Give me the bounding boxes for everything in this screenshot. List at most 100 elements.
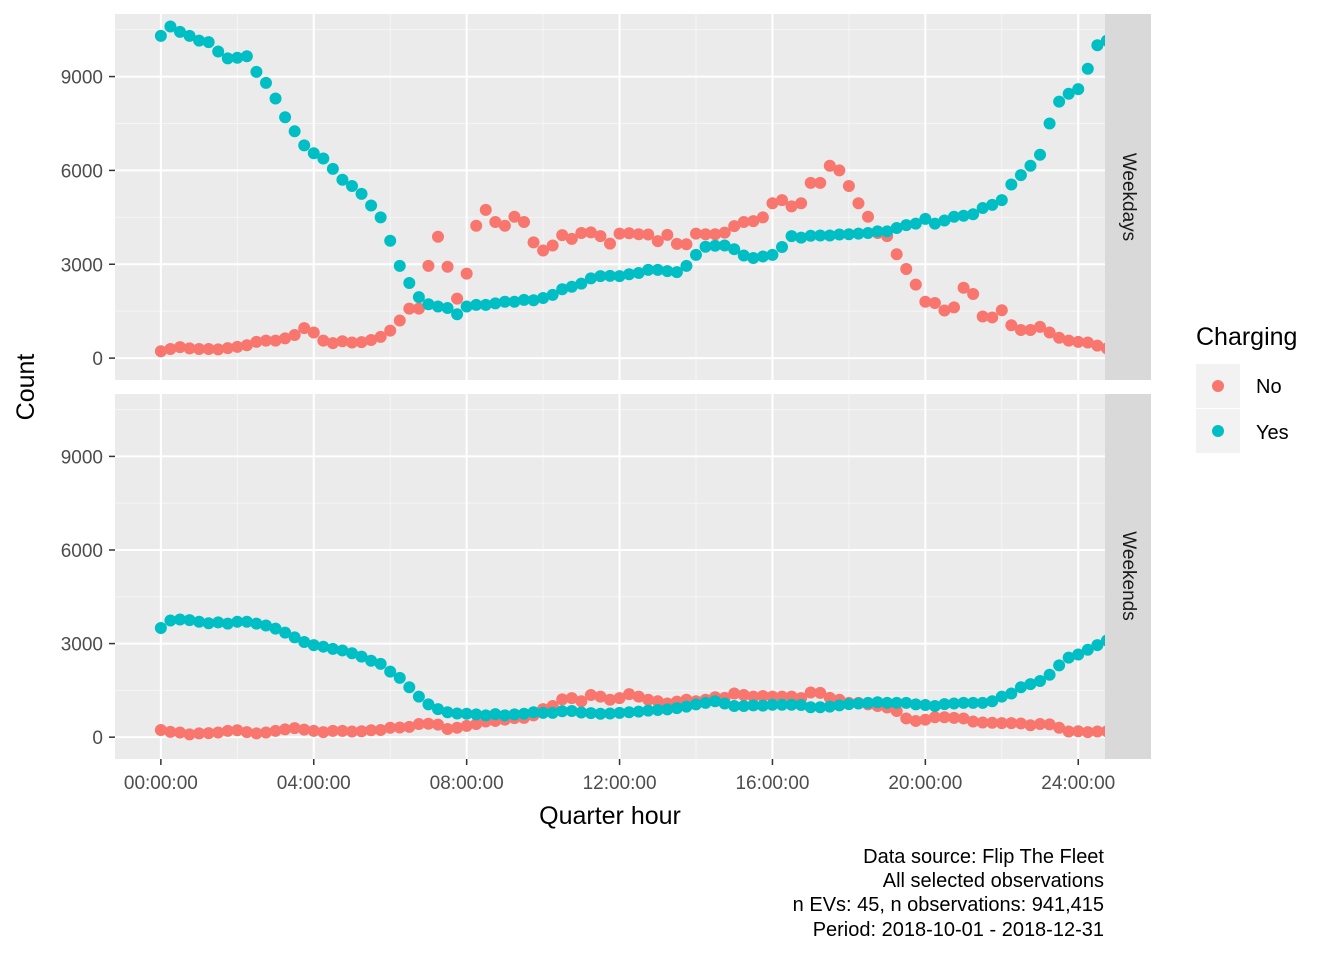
data-point-yes bbox=[623, 706, 636, 719]
x-tick-label: 12:00:00 bbox=[583, 773, 657, 794]
data-point-no bbox=[365, 724, 378, 737]
data-point-yes bbox=[747, 699, 760, 712]
data-point-no bbox=[690, 227, 702, 240]
data-point-no bbox=[1081, 336, 1094, 349]
data-point-yes bbox=[584, 272, 597, 285]
data-point-no bbox=[604, 237, 616, 250]
data-point-no bbox=[928, 711, 941, 724]
data-point-yes bbox=[422, 698, 435, 711]
data-point-yes bbox=[1024, 678, 1037, 691]
data-point-no bbox=[250, 335, 263, 348]
data-point-yes bbox=[556, 705, 569, 718]
data-point-yes bbox=[1091, 639, 1104, 652]
data-point-yes bbox=[928, 217, 941, 230]
data-point-no bbox=[193, 343, 206, 356]
data-point-no bbox=[1072, 725, 1085, 738]
data-point-no bbox=[173, 726, 186, 739]
data-point-yes bbox=[1062, 87, 1075, 100]
data-point-no bbox=[632, 690, 645, 703]
data-point-yes bbox=[279, 626, 292, 639]
data-point-no bbox=[632, 228, 645, 241]
data-point-yes bbox=[986, 198, 999, 211]
data-point-yes bbox=[604, 269, 616, 282]
data-point-yes bbox=[221, 52, 234, 65]
data-point-yes bbox=[747, 252, 760, 264]
data-point-yes bbox=[479, 709, 492, 722]
data-point-no bbox=[804, 686, 817, 699]
data-point-no bbox=[814, 686, 827, 699]
data-point-yes bbox=[546, 706, 559, 719]
data-point-yes bbox=[326, 162, 339, 175]
data-point-yes bbox=[814, 229, 827, 242]
data-point-yes bbox=[489, 708, 502, 721]
data-point-yes bbox=[575, 277, 588, 290]
data-point-yes bbox=[288, 125, 301, 138]
data-point-no bbox=[728, 220, 741, 233]
data-point-yes bbox=[718, 239, 731, 252]
data-point-yes bbox=[374, 211, 387, 224]
data-point-yes bbox=[967, 208, 980, 221]
data-point-no bbox=[460, 719, 473, 732]
data-point-yes bbox=[1081, 62, 1094, 75]
data-point-yes bbox=[862, 696, 875, 709]
data-point-no bbox=[1062, 334, 1075, 347]
data-point-no bbox=[795, 197, 808, 210]
data-point-yes bbox=[355, 650, 368, 663]
data-point-yes bbox=[173, 25, 186, 38]
data-point-yes bbox=[1034, 675, 1047, 688]
data-point-no bbox=[565, 692, 578, 705]
data-point-yes bbox=[183, 614, 196, 627]
data-point-yes bbox=[881, 696, 894, 709]
data-point-no bbox=[737, 689, 750, 702]
data-point-yes bbox=[642, 704, 655, 717]
data-point-no bbox=[403, 302, 416, 315]
data-point-yes bbox=[690, 248, 702, 261]
data-point-yes bbox=[460, 300, 473, 313]
data-point-no bbox=[556, 693, 569, 706]
caption: Data source: Flip The Fleet All selected… bbox=[793, 846, 1105, 941]
data-point-yes bbox=[833, 228, 846, 241]
data-point-yes bbox=[976, 696, 989, 709]
data-point-yes bbox=[594, 270, 607, 283]
data-point-yes bbox=[680, 700, 693, 713]
data-point-yes bbox=[460, 707, 473, 720]
data-point-yes bbox=[1014, 681, 1027, 694]
data-point-yes bbox=[804, 229, 817, 242]
data-point-yes bbox=[470, 298, 483, 311]
data-point-yes bbox=[527, 706, 540, 719]
data-point-yes bbox=[995, 690, 1008, 703]
data-point-no bbox=[374, 723, 387, 736]
data-point-yes bbox=[537, 706, 550, 719]
data-point-yes bbox=[699, 240, 712, 253]
data-point-no bbox=[259, 726, 272, 739]
data-point-yes bbox=[240, 50, 253, 63]
data-point-no bbox=[355, 725, 368, 738]
data-point-no bbox=[403, 720, 416, 733]
data-point-yes bbox=[527, 294, 540, 307]
data-point-yes bbox=[307, 639, 320, 652]
data-point-yes bbox=[776, 698, 789, 711]
data-point-yes bbox=[632, 267, 645, 280]
data-point-no bbox=[154, 723, 167, 736]
data-point-yes bbox=[928, 699, 941, 712]
data-point-no bbox=[451, 721, 464, 734]
data-point-yes bbox=[202, 617, 215, 630]
data-point-no bbox=[938, 711, 951, 724]
data-point-no bbox=[594, 230, 607, 243]
data-point-yes bbox=[479, 298, 492, 311]
data-point-no bbox=[1062, 725, 1075, 738]
data-point-no bbox=[1014, 323, 1027, 336]
data-point-yes bbox=[651, 704, 664, 717]
data-point-yes bbox=[193, 615, 206, 628]
data-point-yes bbox=[374, 657, 387, 670]
y-tick-label: 0 bbox=[92, 349, 103, 370]
data-point-no bbox=[393, 721, 406, 734]
gridlines-weekends bbox=[115, 394, 1105, 759]
data-point-no bbox=[431, 230, 444, 243]
data-point-yes bbox=[498, 295, 511, 308]
data-point-no bbox=[680, 238, 693, 251]
data-point-yes bbox=[967, 696, 980, 709]
data-point-yes bbox=[613, 706, 626, 719]
data-point-no bbox=[231, 340, 244, 353]
data-point-yes bbox=[823, 700, 836, 713]
